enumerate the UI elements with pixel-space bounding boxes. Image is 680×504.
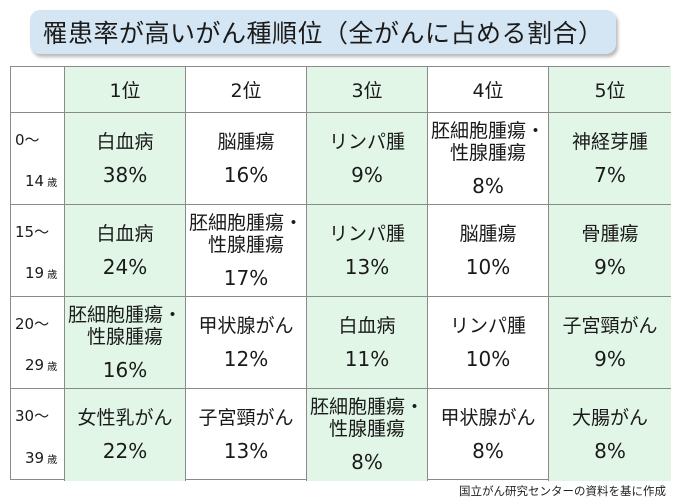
corner-cell [11,67,65,113]
share-percent: 17% [223,265,269,290]
rank-label: 4位 [472,80,504,102]
share-percent: 9% [594,254,626,279]
rank-header-4: 4位 [428,67,549,113]
share-percent: 24% [102,254,148,279]
cancer-type: 女性乳がん [77,407,173,429]
age-group-cell: 15～ 19 歳 [11,205,65,297]
share-percent: 13% [223,439,269,463]
age-unit: 歳 [44,362,58,373]
rank-header-1: 1位 [65,67,186,113]
share-percent: 8% [594,439,626,463]
age-to-number: 14 [25,172,45,190]
share-percent: 13% [344,254,390,279]
table-title: 罹患率が高いがん種順位（全がんに占める割合） [42,19,604,48]
age-unit: 歳 [44,178,58,189]
cancer-type: リンパ腫 [449,314,526,337]
table-cell: 女性乳がん 22% [65,389,186,481]
age-to-number: 39 [25,449,45,467]
cancer-type: 子宮頸がん [198,407,294,429]
age-to: 14 歳 [15,172,57,190]
cancer-type: リンパ腫 [328,222,405,245]
share-percent: 22% [102,439,148,463]
cancer-type: 子宮頸がん [562,314,658,337]
age-to-number: 19 [25,264,45,282]
age-to: 39 歳 [15,449,57,467]
cancer-type: 白血病 [96,222,154,245]
share-percent: 10% [465,346,511,371]
table-cell: 甲状腺がん 8% [428,389,549,481]
age-from: 30～ [15,407,50,425]
rank-table: 1位 2位 3位 4位 5位 0～ 14 歳白血病 38% 脳腫瘍 16% リンパ腫 9% 胚細胞腫瘍・… [10,66,671,481]
table-cell: 白血病 24% [65,205,186,297]
table-cell: 白血病 11% [307,297,428,389]
rank-header-3: 3位 [307,67,428,113]
table-cell: 脳腫瘍 10% [428,205,549,297]
table-cell: リンパ腫 13% [307,205,428,297]
cancer-type: 骨腫瘍 [581,222,639,245]
cancer-type: 甲状腺がん [198,314,294,337]
title-banner: 罹患率が高いがん種順位（全がんに占める割合） [30,10,616,54]
table-cell: 骨腫瘍 9% [549,205,671,297]
cancer-type: 脳腫瘍 [459,222,517,245]
age-to: 29 歳 [15,356,57,374]
table-cell: 胚細胞腫瘍・ 性腺腫瘍 17% [186,205,307,297]
share-percent: 9% [594,346,626,371]
share-percent: 7% [594,162,626,187]
cancer-type: 神経芽腫 [571,130,648,153]
table-cell: リンパ腫 10% [428,297,549,389]
share-percent: 11% [344,346,390,371]
table-cell: 大腸がん 8% [549,389,671,481]
table-cell: 神経芽腫 7% [549,113,671,205]
table-cell: リンパ腫 9% [307,113,428,205]
cancer-type: 甲状腺がん [440,407,536,429]
source-note: 国立がん研究センターの資料を基に作成 [459,484,666,498]
share-percent: 9% [351,162,383,187]
age-from: 15～ [15,223,50,241]
table-cell: 脳腫瘍 16% [186,113,307,205]
age-to: 19 歳 [15,264,57,282]
cancer-type: 胚細胞腫瘍・ 性腺腫瘍 [430,119,545,164]
rank-header-5: 5位 [549,67,671,113]
share-percent: 8% [472,439,504,463]
rank-label: 2位 [230,80,262,102]
table-cell: 子宮頸がん 13% [186,389,307,481]
rank-header-2: 2位 [186,67,307,113]
age-unit: 歳 [44,455,58,466]
share-percent: 8% [472,173,504,198]
share-percent: 12% [223,346,269,371]
table-cell: 白血病 38% [65,113,186,205]
age-from: 20～ [15,315,50,333]
share-percent: 16% [102,357,148,382]
cancer-type: 大腸がん [571,407,648,429]
cancer-type: 胚細胞腫瘍・ 性腺腫瘍 [309,396,424,440]
table-cell: 甲状腺がん 12% [186,297,307,389]
age-unit: 歳 [44,270,58,281]
age-to-number: 29 [25,356,45,374]
rank-label: 3位 [351,80,383,102]
share-percent: 38% [102,162,148,187]
rank-label: 5位 [594,80,626,102]
cancer-type: 胚細胞腫瘍・ 性腺腫瘍 [67,303,182,348]
age-group-cell: 0～ 14 歳 [11,113,65,205]
age-group-cell: 30～ 39 歳 [11,389,65,481]
age-group-cell: 20～ 29 歳 [11,297,65,389]
cancer-type: 白血病 [96,130,154,153]
age-from: 0～ [15,131,40,149]
cancer-type: 白血病 [338,314,396,337]
rank-label: 1位 [109,80,141,102]
share-percent: 8% [351,450,383,474]
cancer-type: 脳腫瘍 [217,130,275,153]
table-cell: 胚細胞腫瘍・ 性腺腫瘍 16% [65,297,186,389]
cancer-type: リンパ腫 [328,130,405,153]
table-cell: 胚細胞腫瘍・ 性腺腫瘍 8% [428,113,549,205]
share-percent: 10% [465,254,511,279]
cancer-type: 胚細胞腫瘍・ 性腺腫瘍 [188,211,303,256]
table-cell: 子宮頸がん 9% [549,297,671,389]
table-cell: 胚細胞腫瘍・ 性腺腫瘍 8% [307,389,428,481]
share-percent: 16% [223,162,269,187]
